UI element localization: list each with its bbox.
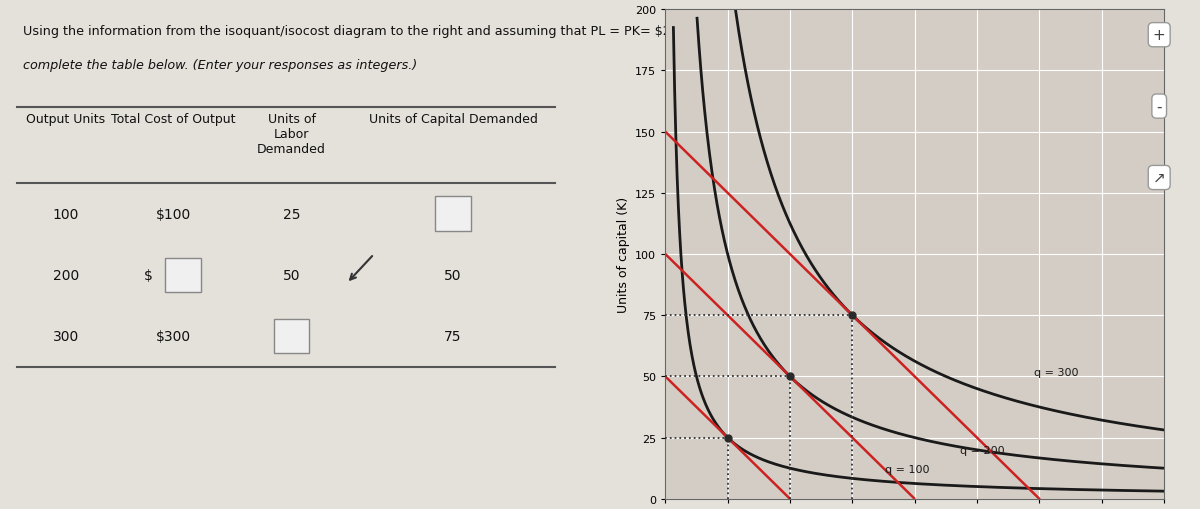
- FancyBboxPatch shape: [436, 197, 470, 231]
- Text: Using the information from the isoquant/isocost diagram to the right and assumin: Using the information from the isoquant/…: [23, 25, 674, 38]
- Text: q = 100: q = 100: [884, 465, 929, 474]
- Text: ↗: ↗: [1153, 171, 1165, 186]
- Text: Units of Capital Demanded: Units of Capital Demanded: [368, 113, 538, 126]
- Text: $: $: [144, 268, 152, 282]
- Text: 100: 100: [53, 207, 79, 221]
- Text: 300: 300: [53, 329, 79, 344]
- Text: 200: 200: [53, 268, 79, 282]
- Text: -: -: [1157, 99, 1162, 115]
- Y-axis label: Units of capital (K): Units of capital (K): [617, 196, 630, 313]
- Text: 75: 75: [444, 329, 462, 344]
- FancyBboxPatch shape: [166, 258, 202, 292]
- Text: $300: $300: [156, 329, 191, 344]
- Text: q = 200: q = 200: [960, 445, 1004, 455]
- Text: 50: 50: [444, 268, 462, 282]
- Text: +: +: [1153, 28, 1165, 43]
- FancyBboxPatch shape: [274, 319, 310, 353]
- Text: Total Cost of Output: Total Cost of Output: [112, 113, 235, 126]
- Text: Units of
Labor
Demanded: Units of Labor Demanded: [257, 113, 326, 156]
- Text: $100: $100: [156, 207, 191, 221]
- Text: q = 300: q = 300: [1034, 367, 1079, 377]
- Text: Output Units: Output Units: [26, 113, 106, 126]
- Text: 25: 25: [283, 207, 300, 221]
- Text: 50: 50: [283, 268, 300, 282]
- Text: complete the table below. (Enter your responses as integers.): complete the table below. (Enter your re…: [23, 59, 418, 72]
